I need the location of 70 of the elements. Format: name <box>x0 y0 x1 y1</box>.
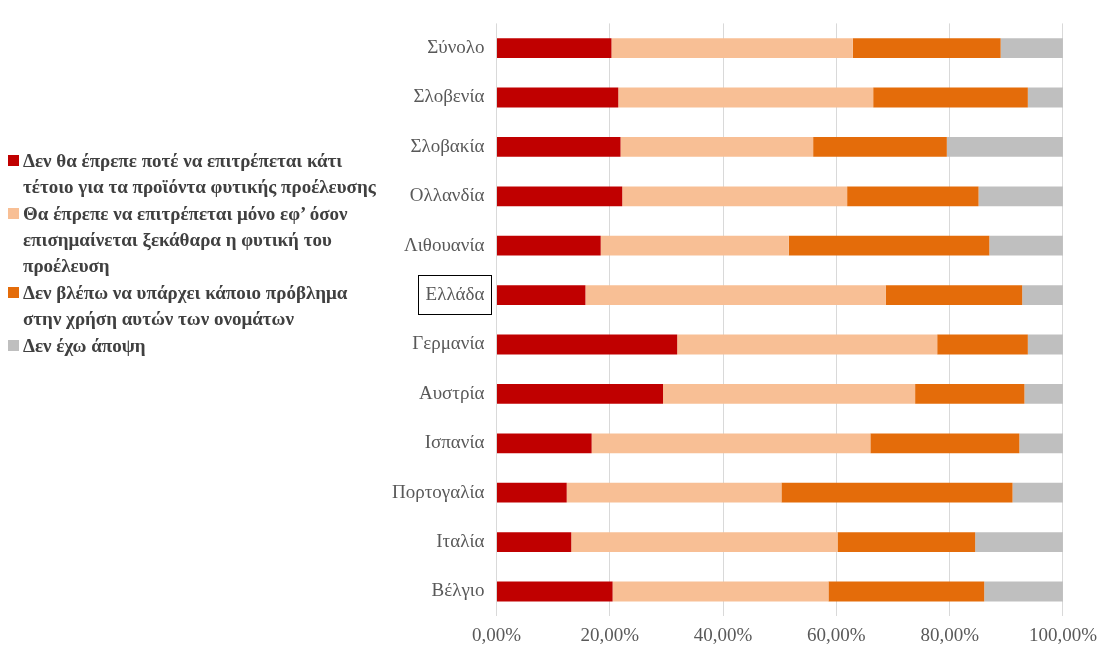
bar <box>496 482 567 503</box>
bar <box>946 137 1063 157</box>
bar <box>915 384 1025 404</box>
bar <box>618 87 874 108</box>
x-tick-label: 0,00% <box>471 623 522 645</box>
bar <box>622 186 848 207</box>
bar <box>591 433 871 454</box>
bar <box>1024 384 1063 404</box>
bar <box>813 137 947 157</box>
x-tick-label: 40,00% <box>693 623 753 645</box>
bar <box>828 581 985 602</box>
y-tick-label: Ολλανδία <box>409 184 485 206</box>
bar <box>600 235 789 256</box>
y-tick-label: Ισπανία <box>424 431 485 453</box>
legend-label: Δεν θα έπρεπε ποτέ να επιτρέπεται κάτι τέτοιο για τα προϊόντα φυτικής προέλευσης <box>23 149 377 199</box>
bar <box>1022 285 1063 305</box>
bar <box>496 87 619 108</box>
y-tick-label: Πορτογαλία <box>392 480 485 502</box>
bar <box>496 532 572 552</box>
bar <box>571 532 838 552</box>
y-tick-label: Σλοβακία <box>410 134 485 156</box>
legend-label: Θα έπρεπε να επιτρέπεται μόνο εφ’ όσον επισημαίνεται ξεκάθαρα η φυτική του προέλευση <box>23 202 349 278</box>
bar <box>496 334 678 355</box>
bar <box>612 581 829 602</box>
y-tick-label: Ελλάδα <box>425 283 485 305</box>
bar <box>1012 482 1063 503</box>
bar <box>496 581 613 602</box>
bar <box>496 433 592 454</box>
bar <box>873 87 1028 108</box>
x-tick-label: 20,00% <box>580 623 640 645</box>
bar <box>870 433 1020 454</box>
bar <box>978 186 1063 207</box>
bar <box>847 186 979 207</box>
bar <box>1027 334 1063 355</box>
bar <box>937 334 1028 355</box>
bar <box>663 384 916 404</box>
bar <box>989 235 1063 256</box>
bar <box>984 581 1063 602</box>
bar <box>496 384 664 404</box>
y-tick-label: Λιθουανία <box>403 233 485 255</box>
bar <box>611 38 853 58</box>
x-tick-label: 60,00% <box>807 623 866 645</box>
y-tick-label: Αυστρία <box>418 381 485 403</box>
bar <box>1000 38 1063 58</box>
legend-label: Δεν έχω άποψη <box>23 334 146 358</box>
bar <box>620 137 814 157</box>
bar <box>496 137 621 157</box>
y-tick-label: Σλοβενία <box>413 85 485 107</box>
bar <box>496 285 586 305</box>
bar <box>677 334 938 355</box>
bar <box>1027 87 1063 108</box>
bar <box>585 285 886 305</box>
x-tick-label: 80,00% <box>920 623 980 645</box>
x-tick-label: 100,00% <box>1028 623 1098 645</box>
bar <box>852 38 1001 58</box>
bar <box>788 235 990 256</box>
bar <box>781 482 1013 503</box>
bar <box>1019 433 1063 454</box>
y-tick-label: Γερμανία <box>412 332 485 354</box>
bar <box>975 532 1063 552</box>
legend-label: Δεν βλέπω να υπάρχει κάποιο πρόβλημα στην χρήση αυτών των ονομάτων <box>23 281 349 331</box>
bar <box>496 38 612 58</box>
y-tick-label: Βέλγιο <box>431 579 485 601</box>
bar <box>885 285 1023 305</box>
bar <box>496 186 623 207</box>
y-tick-label: Ιταλία <box>436 530 485 552</box>
bar <box>566 482 782 503</box>
y-tick-label: Σύνολο <box>427 36 485 58</box>
bar <box>496 235 601 256</box>
bar <box>837 532 976 552</box>
